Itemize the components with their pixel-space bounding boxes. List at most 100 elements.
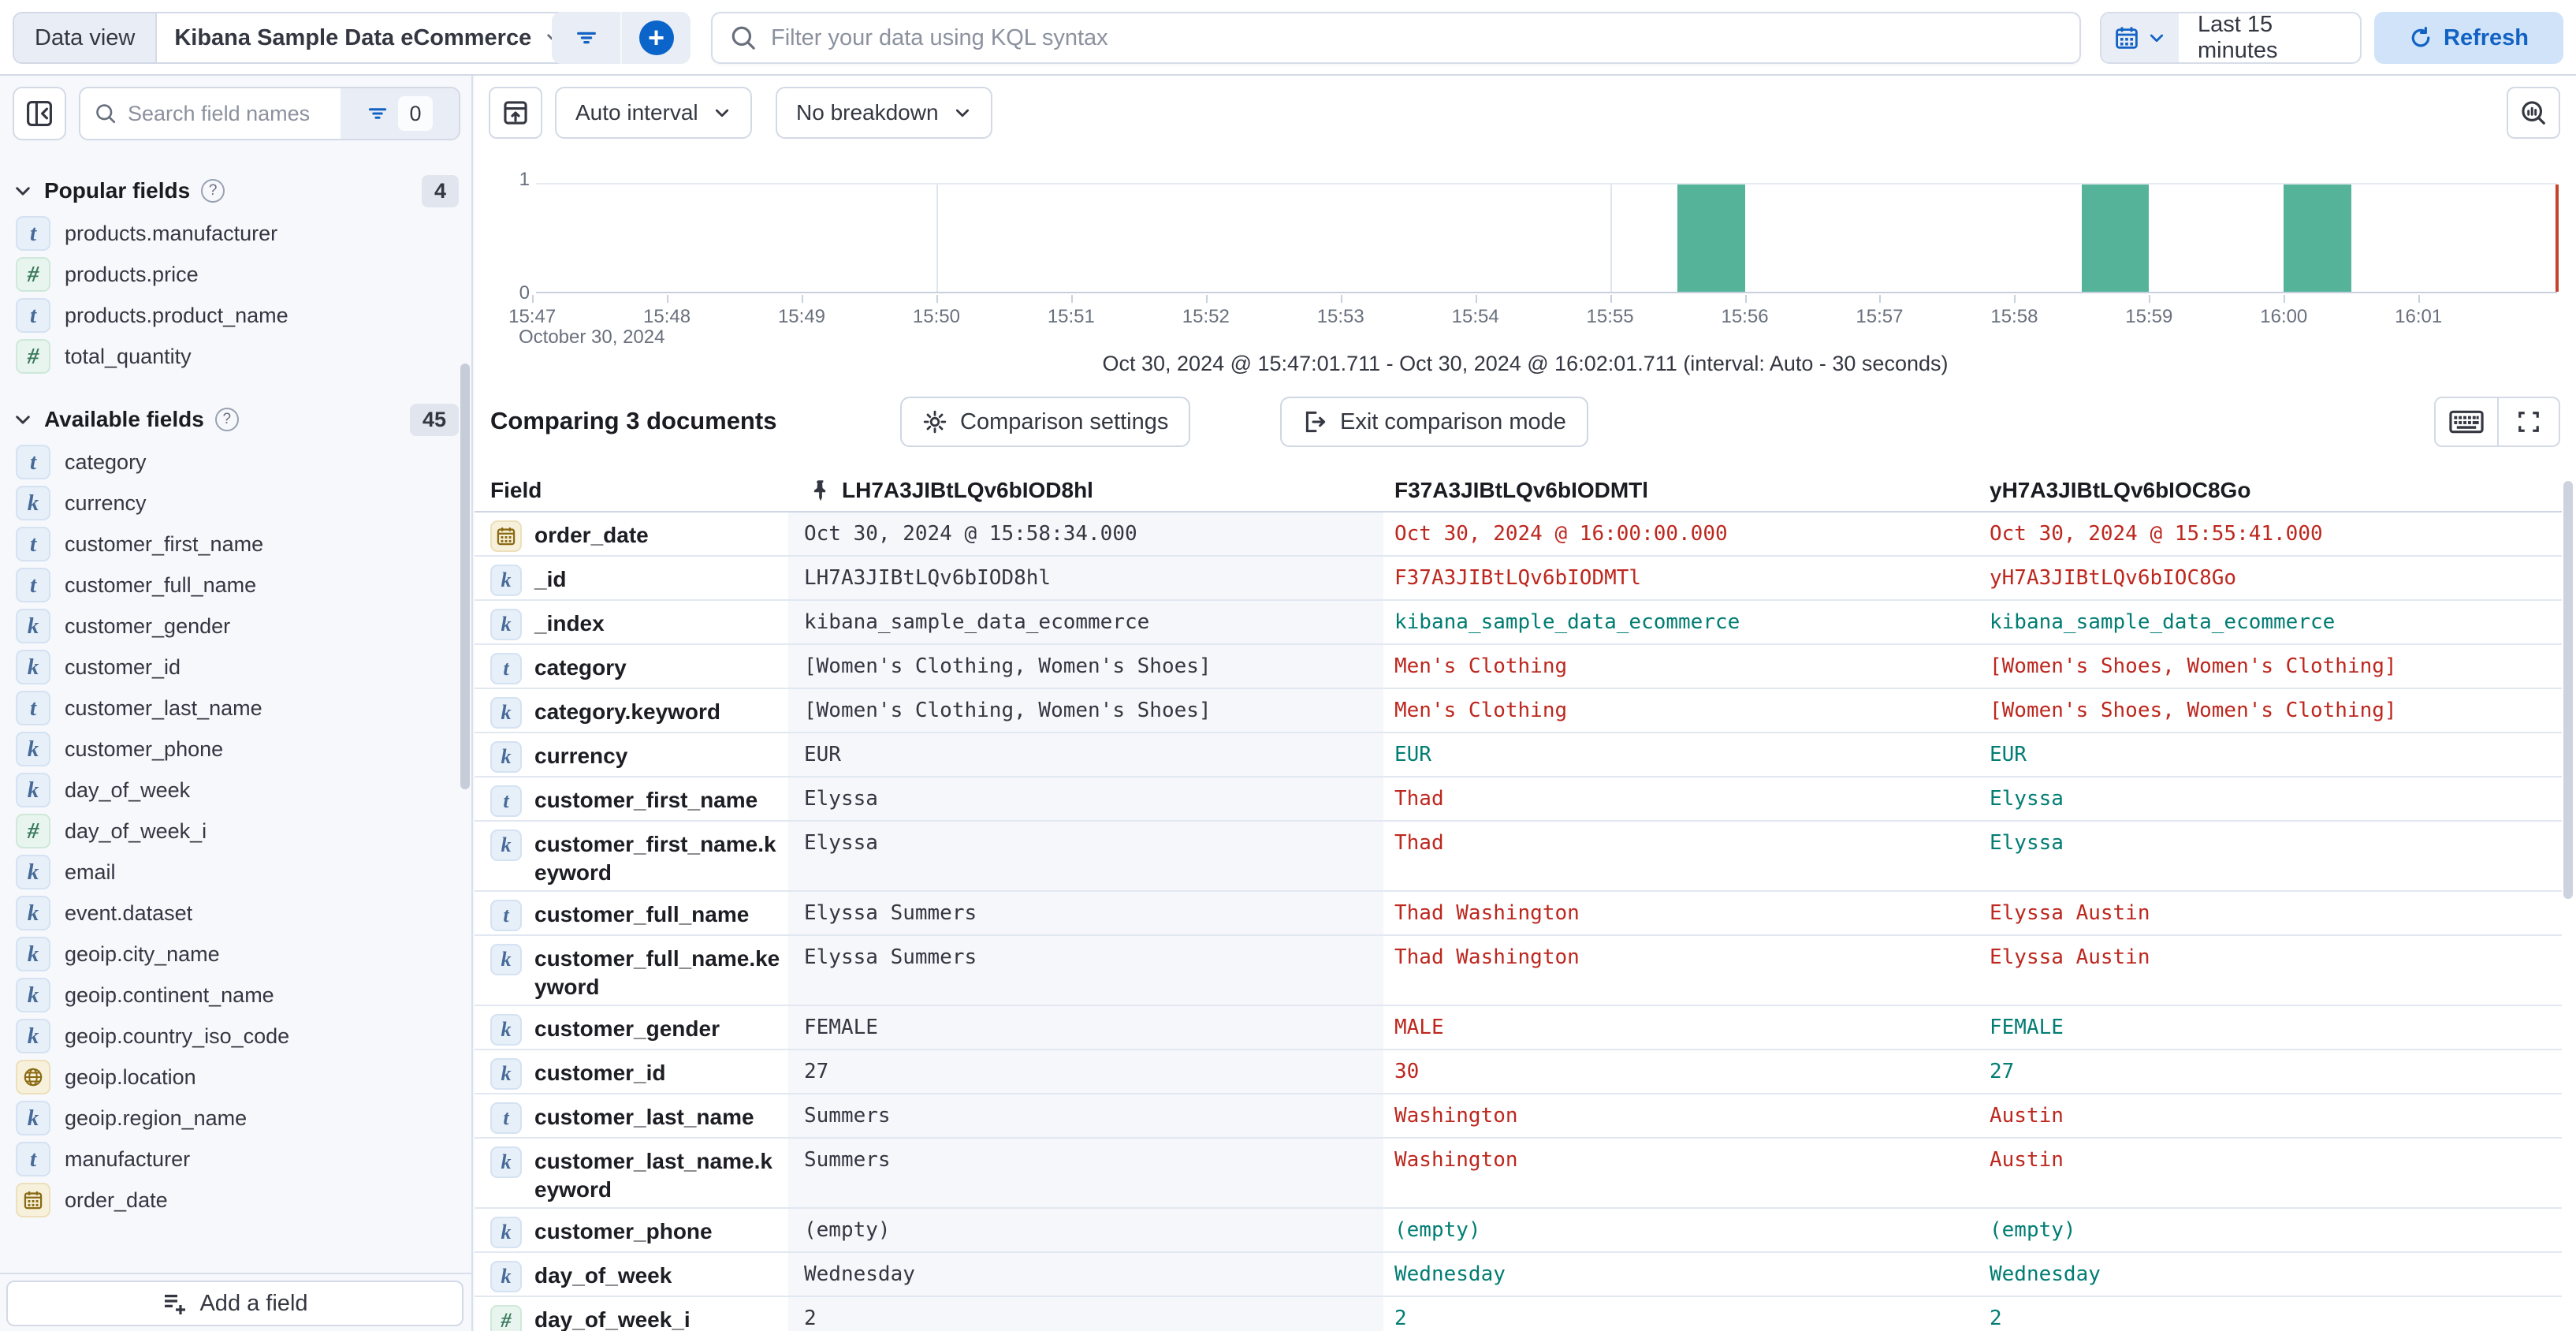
doc2-value: Elyssa — [1990, 787, 2064, 811]
doc1-value: (empty) — [1394, 1218, 1481, 1242]
sidebar-field-products.price[interactable]: # products.price — [13, 254, 459, 295]
help-icon[interactable]: ? — [214, 408, 239, 431]
field-name: category — [534, 655, 627, 680]
field-cell: t category — [475, 645, 788, 688]
help-icon[interactable]: ? — [201, 179, 225, 203]
refresh-icon — [2411, 27, 2430, 47]
histogram-bar[interactable] — [2284, 185, 2351, 292]
sidebar-field-customer_first_name[interactable]: t customer_first_name — [13, 524, 459, 565]
popular-fields-list: t products.manufacturer # products.price t pr… — [13, 213, 459, 377]
breakdown-dropdown[interactable]: No breakdown — [776, 87, 992, 139]
field-name: day_of_week_i — [534, 1307, 691, 1331]
doc1-value: Thad Washington — [1394, 945, 1580, 969]
sidebar-field-currency[interactable]: k currency — [13, 483, 459, 524]
keyboard-shortcuts-button[interactable] — [2436, 398, 2497, 446]
histogram-bar[interactable] — [2081, 185, 2150, 292]
field-type-k-icon: k — [490, 565, 522, 596]
base-doc-value: Summers — [788, 1139, 1383, 1207]
sidebar-field-products.product_name[interactable]: t products.product_name — [13, 295, 459, 336]
field-cell: k customer_id — [475, 1050, 788, 1093]
exit-icon — [1305, 411, 1326, 433]
page-scrollbar[interactable] — [2563, 481, 2573, 899]
sidebar-field-products.manufacturer[interactable]: t products.manufacturer — [13, 213, 459, 254]
sidebar-field-geoip.country_iso_code[interactable]: k geoip.country_iso_code — [13, 1016, 459, 1057]
hide-chart-button[interactable] — [489, 87, 542, 139]
date-quick-menu-button[interactable] — [2101, 13, 2179, 62]
sidebar-field-customer_full_name[interactable]: t customer_full_name — [13, 565, 459, 606]
sidebar-field-order_date[interactable]: order_date — [13, 1180, 459, 1221]
base-doc-value: EUR — [788, 733, 1383, 776]
available-fields-list: t category k currency t customer_first_name t c… — [13, 442, 459, 1221]
field-column-header[interactable]: Field — [490, 478, 542, 502]
histogram-bar[interactable] — [1677, 185, 1745, 292]
chevron-down-icon — [955, 109, 969, 117]
sidebar-field-customer_phone[interactable]: k customer_phone — [13, 729, 459, 770]
edit-visualization-button[interactable] — [2507, 87, 2560, 139]
sidebar-field-geoip.city_name[interactable]: k geoip.city_name — [13, 934, 459, 975]
x-tick-label: 15:54 — [1451, 306, 1499, 327]
table-row-category: t category [Women's Clothing, Women's Shoe… — [475, 645, 2562, 689]
calendar-icon — [497, 527, 516, 546]
field-type-num-icon: # — [490, 1305, 522, 1331]
sidebar-field-total_quantity[interactable]: # total_quantity — [13, 336, 459, 377]
sidebar-field-event.dataset[interactable]: k event.dataset — [13, 893, 459, 934]
collapse-sidebar-button[interactable] — [13, 87, 66, 140]
sidebar-field-customer_id[interactable]: k customer_id — [13, 647, 459, 688]
doc1-column-header[interactable]: F37A3JIBtLQv6bIODMTl — [1394, 478, 1649, 502]
doc2-value: 27 — [1990, 1060, 2015, 1083]
sidebar-field-geoip.continent_name[interactable]: k geoip.continent_name — [13, 975, 459, 1016]
field-type-date-icon — [16, 1183, 50, 1217]
field-type-k-icon: k — [16, 937, 50, 971]
time-range-picker[interactable]: Last 15 minutes — [2100, 12, 2362, 64]
comparison-toolbar: Comparing 3 documents Comparison setting… — [475, 393, 2576, 454]
base-doc-value: Wednesday — [788, 1253, 1383, 1296]
chevron-down-icon[interactable] — [13, 409, 33, 430]
doc1-value: Thad — [1394, 787, 1444, 811]
table-row-day_of_week_i: # day_of_week_i 2 2 2 — [475, 1297, 2562, 1331]
field-type-k-icon: k — [490, 1014, 522, 1046]
saved-filters-button[interactable] — [552, 12, 620, 64]
x-tick-mark — [532, 295, 534, 303]
sidebar-field-manufacturer[interactable]: t manufacturer — [13, 1139, 459, 1180]
grid-display-options — [2434, 397, 2560, 447]
add-field-button[interactable]: Add a field — [6, 1281, 463, 1326]
base-doc-column-header[interactable]: LH7A3JIBtLQv6bIOD8hl — [788, 478, 1383, 503]
document-comparison-table: Field LH7A3JIBtLQv6bIOD8hl F37A3JIBtLQv6… — [475, 470, 2562, 1331]
field-type-k-icon: k — [490, 1261, 522, 1292]
doc2-value: Austin — [1990, 1148, 2064, 1172]
sidebar-field-email[interactable]: k email — [13, 852, 459, 893]
x-tick-label: 15:59 — [2125, 306, 2173, 327]
x-tick-mark — [1475, 295, 1477, 303]
fullscreen-button[interactable] — [2497, 398, 2559, 446]
time-range-value[interactable]: Last 15 minutes — [2198, 12, 2278, 63]
data-view-picker[interactable]: Data view Kibana Sample Data eCommerce — [13, 12, 584, 64]
field-name: category.keyword — [534, 699, 721, 724]
interval-dropdown[interactable]: Auto interval — [555, 87, 752, 139]
field-type-k-icon: k — [16, 773, 50, 807]
base-doc-value: [Women's Clothing, Women's Shoes] — [788, 645, 1383, 688]
sidebar-field-geoip.region_name[interactable]: k geoip.region_name — [13, 1098, 459, 1139]
doc1-value: Wednesday — [1394, 1262, 1506, 1286]
add-filter-button[interactable]: + — [620, 12, 691, 64]
sidebar-field-day_of_week[interactable]: k day_of_week — [13, 770, 459, 811]
field-type-k-icon: k — [490, 609, 522, 640]
sidebar-field-day_of_week_i[interactable]: # day_of_week_i — [13, 811, 459, 852]
table-row-customer_phone: k customer_phone (empty) (empty) (empty) — [475, 1209, 2562, 1253]
field-cell: k customer_phone — [475, 1209, 788, 1251]
sidebar-field-geoip.location[interactable]: geoip.location — [13, 1057, 459, 1098]
field-cell: k customer_last_name.keyword — [475, 1139, 788, 1207]
sidebar-field-customer_gender[interactable]: k customer_gender — [13, 606, 459, 647]
chevron-down-icon[interactable] — [13, 181, 33, 201]
refresh-button[interactable]: Refresh — [2374, 12, 2563, 64]
doc2-column-header[interactable]: yH7A3JIBtLQv6bIOC8Go — [1990, 478, 2251, 502]
doc2-value: Elyssa Austin — [1990, 945, 2150, 969]
sidebar-field-category[interactable]: t category — [13, 442, 459, 483]
sidebar-field-customer_last_name[interactable]: t customer_last_name — [13, 688, 459, 729]
exit-comparison-button[interactable]: Exit comparison mode — [1280, 397, 1588, 447]
field-search-input[interactable]: Search field names 0 — [79, 87, 460, 140]
kql-search-input[interactable]: Filter your data using KQL syntax — [711, 12, 2081, 64]
field-filter-button[interactable]: 0 — [341, 88, 459, 139]
sidebar-scrollbar[interactable] — [460, 364, 470, 789]
doc1-value: Men's Clothing — [1394, 699, 1568, 722]
comparison-settings-button[interactable]: Comparison settings — [900, 397, 1191, 447]
